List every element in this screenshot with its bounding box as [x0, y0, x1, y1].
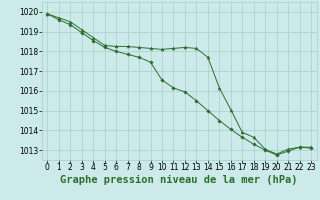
X-axis label: Graphe pression niveau de la mer (hPa): Graphe pression niveau de la mer (hPa) [60, 175, 298, 185]
